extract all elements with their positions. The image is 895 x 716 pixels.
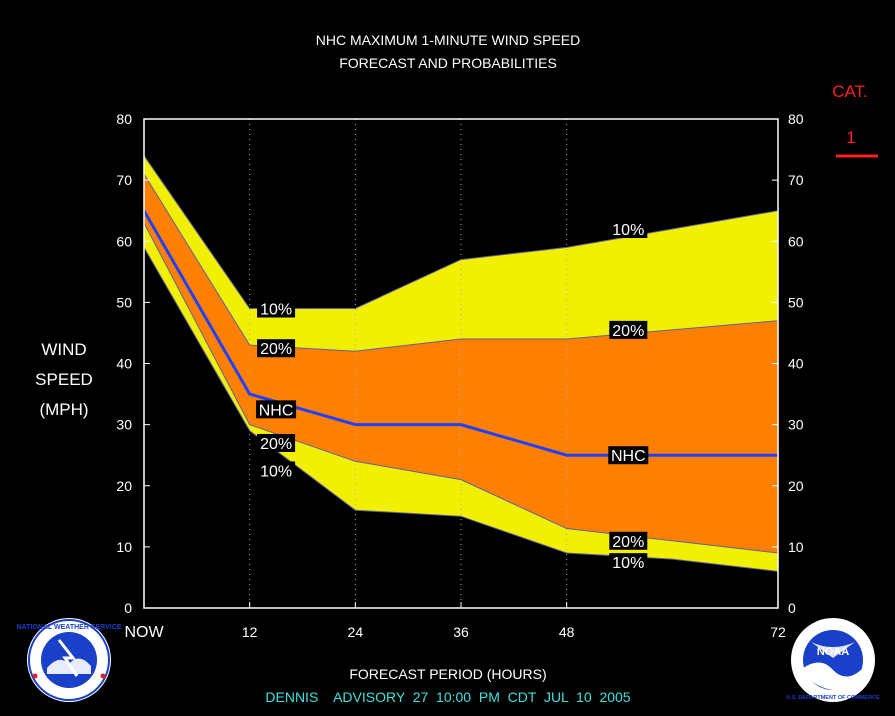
noaa-logo-label: NOAA xyxy=(817,646,849,658)
point-label-box xyxy=(609,220,648,239)
y-tick-label-left: 70 xyxy=(116,172,132,188)
y-tick-label-left: 0 xyxy=(124,600,132,616)
x-tick-label: 72 xyxy=(770,624,786,640)
y-tick-label-right: 0 xyxy=(788,600,796,616)
y-tick-label-left: 40 xyxy=(116,356,132,372)
plot-areas xyxy=(144,155,778,572)
point-label-text: NHC xyxy=(259,402,294,419)
y-tick-label-right: 40 xyxy=(788,356,804,372)
point-label-text: NHC xyxy=(611,448,646,465)
x-tick-label: 48 xyxy=(559,624,575,640)
point-label-text: 10% xyxy=(612,555,644,572)
y-tick-label-right: 20 xyxy=(788,478,804,494)
point-label-box xyxy=(257,461,296,480)
point-label-box xyxy=(609,531,648,550)
nws-logo-text: NATIONAL WEATHER SERVICE xyxy=(17,624,122,631)
point-label-box xyxy=(257,433,296,452)
y-axis-label-line-1: WIND xyxy=(41,340,86,359)
y-tick-label-left: 10 xyxy=(116,539,132,555)
y-tick-label-right: 50 xyxy=(788,294,804,310)
y-tick-label-left: 80 xyxy=(116,111,132,127)
point-label-box xyxy=(257,299,296,318)
chart-subtitle: FORECAST AND PROBABILITIES xyxy=(339,55,557,71)
x-axis-label: FORECAST PERIOD (HOURS) xyxy=(349,666,546,682)
y-tick-label-right: 30 xyxy=(788,417,804,433)
category-value: 1 xyxy=(846,128,855,147)
x-tick-label: 36 xyxy=(453,624,469,640)
y-tick-label-left: 30 xyxy=(116,417,132,433)
point-label-box xyxy=(609,320,648,339)
point-label-text: 10% xyxy=(612,222,644,239)
point-label-text: 10% xyxy=(260,301,292,318)
x-tick-label: 24 xyxy=(348,624,364,640)
y-tick-label-right: 80 xyxy=(788,111,804,127)
noaa-logo-icon: NOAA U.S. DEPARTMENT OF COMMERCE xyxy=(786,618,880,702)
chart-title: NHC MAXIMUM 1-MINUTE WIND SPEED xyxy=(316,32,580,48)
point-label-text: 20% xyxy=(260,436,292,453)
nws-logo-icon: NATIONAL WEATHER SERVICE xyxy=(17,618,122,702)
noaa-logo-text: U.S. DEPARTMENT OF COMMERCE xyxy=(786,695,880,701)
point-label-text: 20% xyxy=(260,341,292,358)
advisory-footer: DENNIS ADVISORY 27 10:00 PM CDT JUL 10 2… xyxy=(265,689,630,705)
y-tick-label-left: 20 xyxy=(116,478,132,494)
y-axis-label-line-3: (MPH) xyxy=(39,400,88,419)
y-tick-label-left: 60 xyxy=(116,233,132,249)
point-label-box xyxy=(609,553,648,572)
y-axis-label-line-2: SPEED xyxy=(35,370,93,389)
point-label-text: 20% xyxy=(612,534,644,551)
category-label: CAT. xyxy=(832,82,868,101)
plot-lines xyxy=(142,155,779,572)
y-tick-label-right: 70 xyxy=(788,172,804,188)
x-tick-label: 12 xyxy=(242,624,258,640)
x-tick-label: NOW xyxy=(124,624,164,641)
line-lower-10 xyxy=(143,247,779,572)
point-label-box xyxy=(257,339,296,358)
line-nhc-forecast xyxy=(142,209,778,457)
line-upper-10 xyxy=(143,155,779,309)
point-label-box xyxy=(256,400,297,419)
line-upper-20 xyxy=(143,173,779,352)
y-tick-label-left: 50 xyxy=(116,294,132,310)
point-label-text: 10% xyxy=(260,463,292,480)
point-label-text: 20% xyxy=(612,323,644,340)
y-tick-label-right: 10 xyxy=(788,539,804,555)
axis-ticks: 0 0 10 10 20 20 30 30 40 40 50 50 60 60 70 70 80 80 NOW 12 2… xyxy=(116,111,803,641)
y-tick-label-right: 60 xyxy=(788,233,804,249)
line-lower-20 xyxy=(143,222,779,554)
point-labels: 10% 20% NHC 20% 10% 10% 20% NHC 20% 10% xyxy=(256,220,649,572)
point-label-box xyxy=(608,446,649,465)
